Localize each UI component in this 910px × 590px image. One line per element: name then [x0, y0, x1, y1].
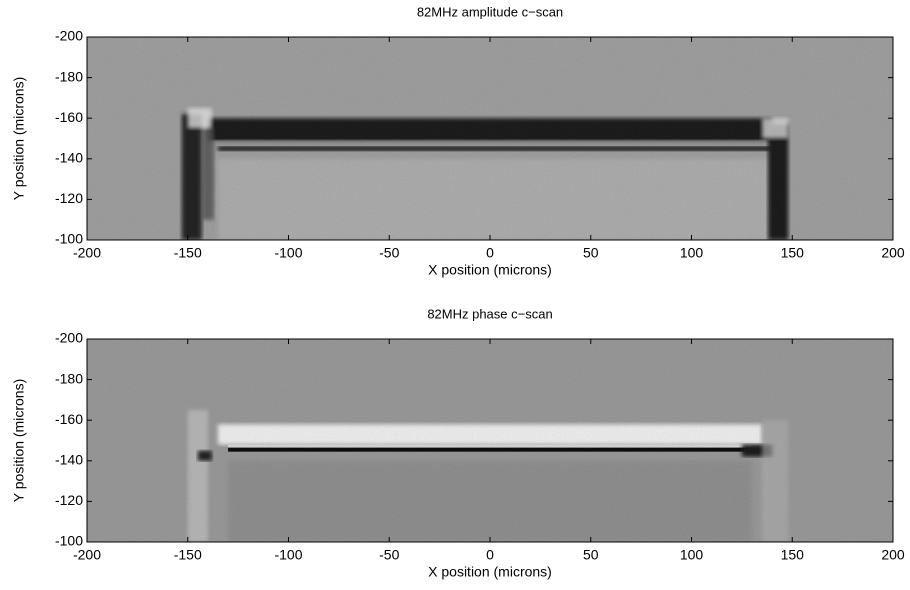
y-tick-label: -180 [55, 68, 83, 84]
x-tick-label: 50 [583, 245, 599, 261]
y-tick-label: -100 [55, 231, 83, 247]
y-tick-label: -120 [55, 190, 83, 206]
x-tick-label: -100 [274, 245, 302, 261]
x-tick-label: -50 [379, 547, 399, 563]
scan-feature [228, 444, 752, 449]
x-tick-label: 50 [583, 547, 599, 563]
scan-feature [217, 158, 773, 240]
x-tick-label: 200 [881, 245, 905, 261]
scan-feature [201, 128, 214, 220]
x-tick-label: 150 [781, 245, 805, 261]
x-tick-label: 100 [680, 547, 704, 563]
scan-image [87, 37, 893, 240]
scan-feature [187, 108, 212, 129]
x-tick-label: 0 [486, 245, 494, 261]
x-axis-label: X position (microns) [428, 262, 552, 278]
scan-feature [217, 146, 773, 151]
y-tick-label: -200 [55, 28, 83, 44]
scan-feature [187, 410, 208, 542]
x-tick-label: 0 [486, 547, 494, 563]
chart-title: 82MHz amplitude c−scan [417, 4, 563, 19]
x-tick-label: -150 [174, 245, 202, 261]
x-axis-label: X position (microns) [428, 564, 552, 580]
scan-feature [181, 114, 202, 240]
y-tick-label: -200 [55, 330, 83, 346]
y-axis-label: Y position (microns) [11, 379, 27, 502]
chart-title: 82MHz phase c−scan [427, 306, 552, 321]
y-tick-label: -160 [55, 411, 83, 427]
scan-feature [768, 124, 789, 240]
x-tick-label: -100 [274, 547, 302, 563]
y-tick-label: -120 [55, 492, 83, 508]
y-tick-label: -180 [55, 370, 83, 386]
x-tick-label: -150 [174, 547, 202, 563]
scan-image [87, 339, 893, 542]
scan-feature [217, 424, 763, 445]
x-tick-label: 100 [680, 245, 704, 261]
y-tick-label: -140 [55, 150, 83, 166]
y-axis-label: Y position (microns) [11, 77, 27, 200]
x-tick-label: -50 [379, 245, 399, 261]
scan-feature [228, 460, 752, 542]
y-tick-label: -100 [55, 533, 83, 549]
x-tick-label: 200 [881, 547, 905, 563]
x-tick-label: -200 [73, 547, 101, 563]
scan-feature [228, 447, 752, 452]
y-tick-label: -160 [55, 109, 83, 125]
scan-feature [197, 450, 212, 461]
x-tick-label: 150 [781, 547, 805, 563]
scan-feature [762, 118, 789, 139]
x-tick-label: -200 [73, 245, 101, 261]
scan-feature [207, 118, 773, 143]
scan-feature [207, 140, 773, 147]
scan-feature [762, 420, 789, 542]
y-tick-label: -140 [55, 452, 83, 468]
